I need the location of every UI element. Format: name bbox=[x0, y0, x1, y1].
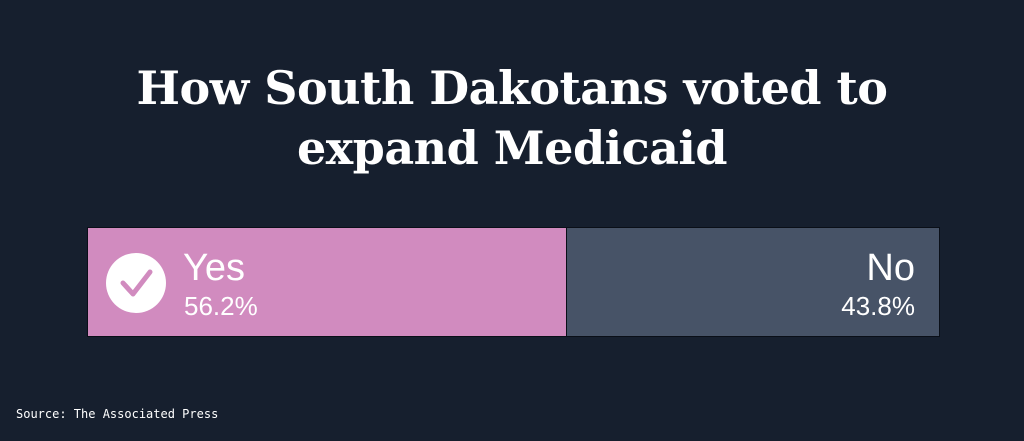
bar-segment-no: No 43.8% bbox=[566, 228, 939, 336]
source-note: Source: The Associated Press bbox=[16, 407, 219, 421]
no-label: No bbox=[866, 247, 915, 289]
yes-percentage: 56.2% bbox=[184, 291, 258, 321]
result-bar: Yes 56.2% No 43.8% bbox=[87, 227, 940, 337]
bar-segment-yes: Yes 56.2% bbox=[88, 228, 566, 336]
yes-label: Yes bbox=[183, 247, 245, 289]
no-percentage: 43.8% bbox=[841, 291, 915, 321]
checkmark-circle-icon bbox=[106, 253, 166, 313]
chart-title: How South Dakotans voted to expand Medica… bbox=[136, 61, 888, 175]
